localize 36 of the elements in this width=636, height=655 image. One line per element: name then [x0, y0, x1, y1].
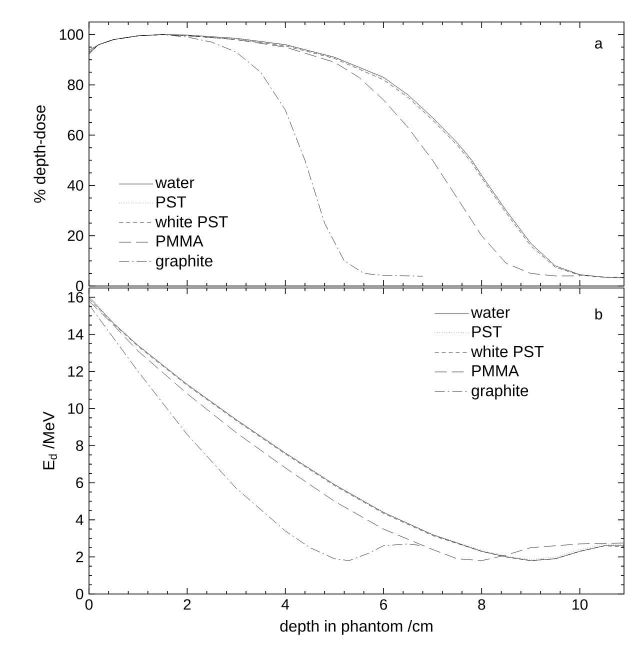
y-tick-label: 40: [67, 180, 84, 191]
y-tick-label: 0: [76, 280, 84, 292]
y-tick-label: 0: [76, 588, 84, 600]
y-tick-label: 60: [68, 130, 84, 140]
y-tick-label: 2: [76, 552, 84, 562]
x-tick-label: 6: [380, 599, 388, 610]
y-tick-label: 14: [68, 329, 84, 340]
x-tick-label: 4: [282, 599, 290, 610]
legend-label: water: [470, 307, 510, 318]
x-tick-label: 0: [85, 599, 93, 610]
y-tick-label: 20: [68, 230, 84, 242]
y-tick-label: 6: [76, 477, 84, 488]
legend-label: PST: [472, 326, 502, 338]
legend-label: graphite: [156, 254, 212, 270]
y-tick-label: 16: [68, 292, 84, 303]
legend-label: PST: [156, 196, 186, 208]
x-tick-label: 2: [184, 599, 191, 610]
y-tick-label: 80: [68, 80, 84, 90]
legend-label: white PST: [470, 345, 544, 358]
x-tick-label: 10: [572, 599, 588, 610]
annotation: b: [595, 308, 602, 320]
legend-label: white PST: [155, 216, 228, 228]
y-tick-label: 12: [68, 366, 84, 377]
x-axis-title: depth in phantom /cm: [280, 620, 432, 635]
y-tick-label: 4: [76, 514, 84, 525]
legend-label: water: [155, 178, 194, 188]
y-axis-title: E$_{d}$ /MeV: [42, 411, 57, 470]
y-tick-label: 10: [68, 403, 84, 414]
annotation: a: [595, 40, 603, 49]
y-tick-label: 8: [76, 440, 84, 451]
y-tick-label: 100: [60, 29, 84, 40]
legend-label: graphite: [472, 384, 528, 400]
legend-label: PMMA: [472, 365, 519, 376]
x-tick-label: 8: [478, 599, 486, 610]
legend-label: PMMA: [156, 236, 204, 247]
y-axis-title: % depth-dose: [34, 105, 49, 203]
